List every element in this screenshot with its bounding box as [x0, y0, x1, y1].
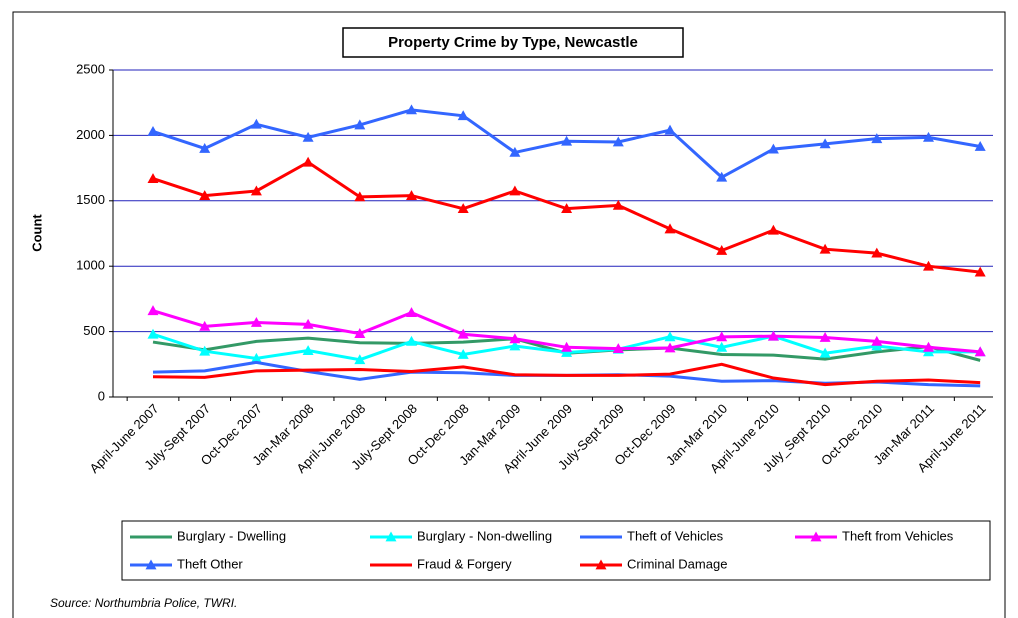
- title-box: [342, 27, 684, 58]
- legend-label: Fraud & Forgery: [417, 556, 512, 571]
- point-marker: [199, 320, 211, 331]
- point-marker: [819, 331, 831, 342]
- y-axis-label: Count: [29, 214, 44, 252]
- point-marker: [199, 142, 211, 153]
- legend-marker: [385, 531, 397, 542]
- point-marker: [302, 131, 314, 142]
- point-marker: [509, 146, 521, 157]
- chart-title: Property Crime by Type, Newcastle: [388, 34, 638, 51]
- point-marker: [302, 156, 314, 167]
- legend-box: [121, 520, 991, 581]
- point-marker: [561, 203, 573, 214]
- y-tick-label: 1000: [76, 258, 105, 273]
- point-marker: [250, 185, 262, 196]
- y-tick-label: 2000: [76, 127, 105, 142]
- point-marker: [302, 345, 314, 355]
- point-marker: [199, 345, 211, 356]
- point-marker: [819, 243, 831, 254]
- point-marker: [664, 124, 676, 135]
- legend-marker: [810, 531, 822, 542]
- point-marker: [199, 190, 211, 200]
- point-marker: [561, 341, 573, 352]
- point-marker: [457, 348, 469, 359]
- y-tick-label: 0: [98, 388, 105, 403]
- point-marker: [147, 173, 159, 183]
- point-marker: [406, 335, 417, 346]
- point-marker: [457, 328, 469, 339]
- point-marker: [457, 203, 469, 214]
- legend-label: Burglary - Dwelling: [177, 528, 286, 543]
- point-marker: [974, 266, 986, 277]
- legend-label: Theft from Vehicles: [842, 528, 954, 543]
- point-marker: [716, 331, 728, 342]
- source-note: Source: Northumbria Police, TWRI.: [50, 596, 237, 610]
- point-marker: [302, 318, 314, 329]
- point-marker: [354, 119, 366, 130]
- legend-label: Theft Other: [177, 556, 243, 571]
- point-marker: [612, 343, 624, 354]
- point-marker: [612, 199, 624, 210]
- point-marker: [354, 191, 366, 202]
- point-marker: [354, 354, 366, 365]
- legend-label: Burglary - Non-dwelling: [417, 528, 552, 543]
- point-marker: [923, 131, 934, 142]
- legend-marker: [595, 559, 607, 570]
- point-marker: [250, 352, 262, 363]
- legend-label: Criminal Damage: [627, 556, 727, 571]
- chart-border: [12, 11, 1006, 618]
- y-tick-label: 2500: [76, 61, 105, 76]
- point-marker: [457, 110, 469, 121]
- point-marker: [561, 135, 573, 146]
- point-marker: [406, 190, 417, 200]
- point-marker: [509, 185, 521, 196]
- point-marker: [612, 136, 624, 147]
- point-marker: [767, 330, 779, 341]
- point-marker: [509, 333, 521, 344]
- point-marker: [871, 133, 883, 144]
- point-marker: [716, 341, 728, 352]
- point-marker: [819, 138, 831, 149]
- series-line: [152, 362, 981, 387]
- legend-marker: [145, 559, 157, 570]
- point-marker: [819, 347, 831, 358]
- point-marker: [354, 328, 366, 338]
- point-marker: [974, 346, 986, 357]
- point-marker: [561, 347, 573, 357]
- point-marker: [147, 305, 159, 316]
- point-marker: [767, 143, 779, 154]
- point-marker: [767, 224, 779, 235]
- point-marker: [406, 104, 417, 115]
- point-marker: [974, 141, 986, 151]
- point-marker: [250, 118, 262, 129]
- point-marker: [664, 223, 676, 234]
- point-marker: [923, 341, 934, 352]
- point-marker: [716, 245, 728, 255]
- point-marker: [147, 328, 159, 339]
- point-marker: [664, 342, 676, 353]
- point-marker: [509, 340, 521, 351]
- y-tick-label: 1500: [76, 192, 105, 207]
- point-marker: [147, 125, 159, 136]
- point-marker: [871, 247, 883, 258]
- point-marker: [406, 307, 417, 318]
- point-marker: [716, 171, 728, 182]
- y-tick-label: 500: [83, 323, 105, 338]
- legend-label: Theft of Vehicles: [627, 528, 724, 543]
- point-marker: [250, 316, 262, 327]
- point-marker: [923, 260, 934, 271]
- point-marker: [871, 335, 883, 346]
- point-marker: [664, 331, 676, 342]
